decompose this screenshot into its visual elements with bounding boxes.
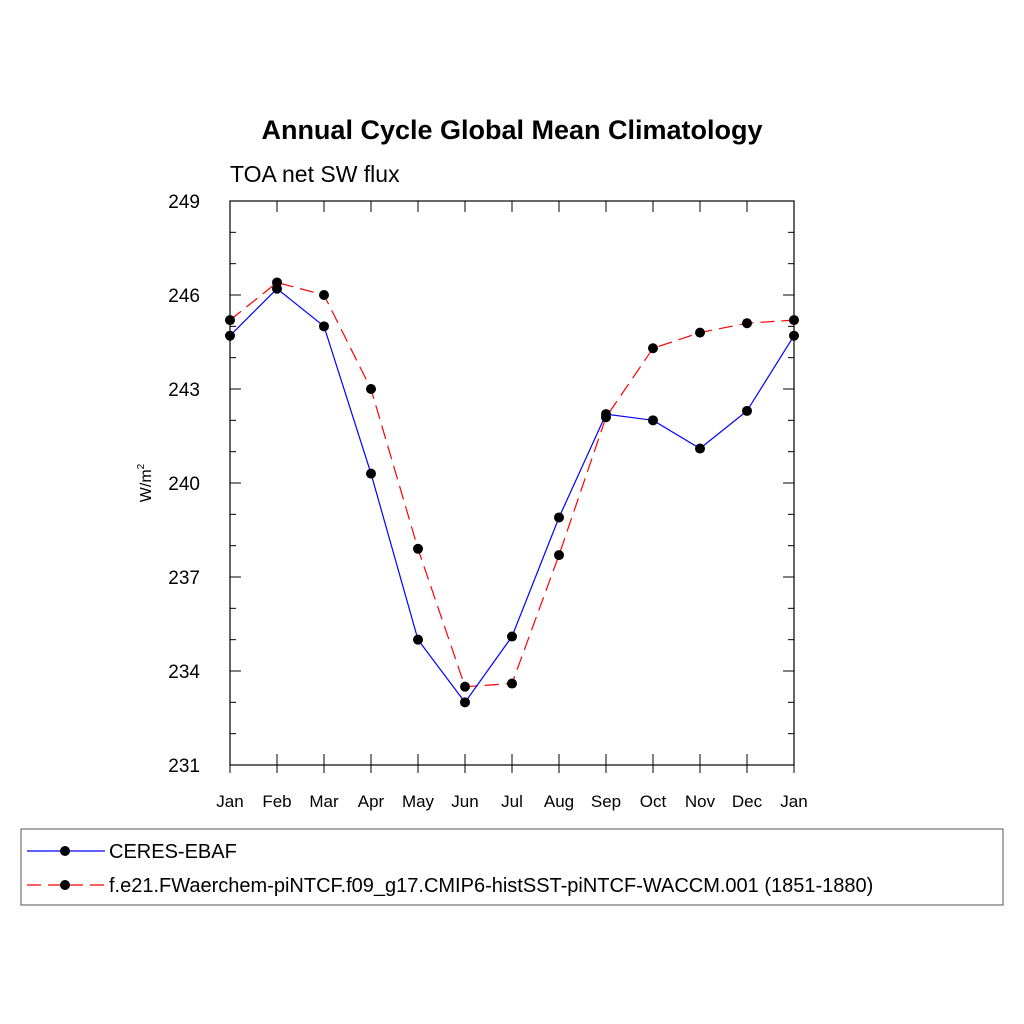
data-point-model: [648, 343, 658, 354]
y-axis-label-superscript: 2: [136, 463, 147, 469]
data-point-ceres: [789, 330, 799, 341]
x-tick-label: Aug: [544, 792, 574, 811]
x-tick-label: Feb: [262, 792, 291, 811]
y-tick-label: 231: [168, 756, 200, 777]
y-tick-label: 243: [168, 380, 200, 401]
data-point-ceres: [648, 415, 658, 426]
data-point-model: [742, 318, 752, 329]
legend: CERES-EBAF f.e21.FWaerchem-piNTCF.f09_g1…: [20, 828, 1004, 906]
x-tick-label: Jul: [501, 792, 523, 811]
series-layer: [225, 277, 799, 708]
data-point-model: [366, 384, 376, 394]
data-point-ceres: [225, 330, 235, 341]
data-point-ceres: [366, 468, 376, 479]
y-tick-label: 234: [168, 662, 200, 683]
x-tick-label: Sep: [591, 792, 621, 811]
y-tick-label: 237: [168, 568, 200, 589]
data-point-ceres: [507, 631, 517, 642]
y-tick-label: 240: [168, 474, 200, 495]
x-tick-label: Jan: [216, 792, 243, 811]
y-axis-label: W/m2: [136, 463, 155, 502]
legend-marker-ceres: [60, 846, 70, 856]
x-tick-label: Nov: [685, 792, 716, 811]
data-point-ceres: [554, 512, 564, 523]
data-point-ceres: [695, 443, 705, 454]
data-point-model: [554, 550, 564, 561]
x-tick-label: Mar: [309, 792, 339, 811]
axis-ticks: 231 234 237 240 243 246 249 Jan Feb Mar Apr May Jun J…: [168, 192, 807, 811]
x-tick-label: May: [402, 792, 435, 811]
data-point-model: [789, 315, 799, 326]
data-point-model: [413, 543, 423, 554]
x-tick-label: Jun: [451, 792, 478, 811]
data-point-ceres: [742, 405, 752, 416]
data-point-model: [460, 681, 470, 692]
chart-title: Annual Cycle Global Mean Climatology: [261, 115, 762, 145]
data-point-ceres: [601, 409, 611, 420]
svg-text:W/m2: W/m2: [136, 463, 155, 502]
data-point-model: [225, 315, 235, 326]
x-tick-label: Oct: [640, 792, 667, 811]
legend-label-model: f.e21.FWaerchem-piNTCF.f09_g17.CMIP6-his…: [109, 875, 873, 897]
x-tick-label: Dec: [732, 792, 763, 811]
data-point-ceres: [319, 321, 329, 332]
data-point-model: [695, 327, 705, 338]
data-point-ceres: [460, 697, 470, 708]
data-point-ceres: [413, 634, 423, 645]
x-tick-label: Jan: [780, 792, 807, 811]
series-line-model: [229, 281, 795, 688]
legend-marker-model: [60, 880, 70, 890]
data-point-model: [319, 290, 329, 300]
legend-box: [20, 828, 1004, 906]
legend-label-ceres: CERES-EBAF: [109, 841, 237, 863]
y-tick-label: 246: [168, 286, 200, 307]
x-tick-label: Apr: [358, 792, 385, 811]
data-point-ceres: [272, 283, 282, 294]
data-point-model: [507, 678, 517, 689]
y-tick-label: 249: [168, 192, 200, 213]
chart-subtitle: TOA net SW flux: [230, 161, 400, 187]
y-axis-label-text: W/m: [138, 469, 155, 502]
